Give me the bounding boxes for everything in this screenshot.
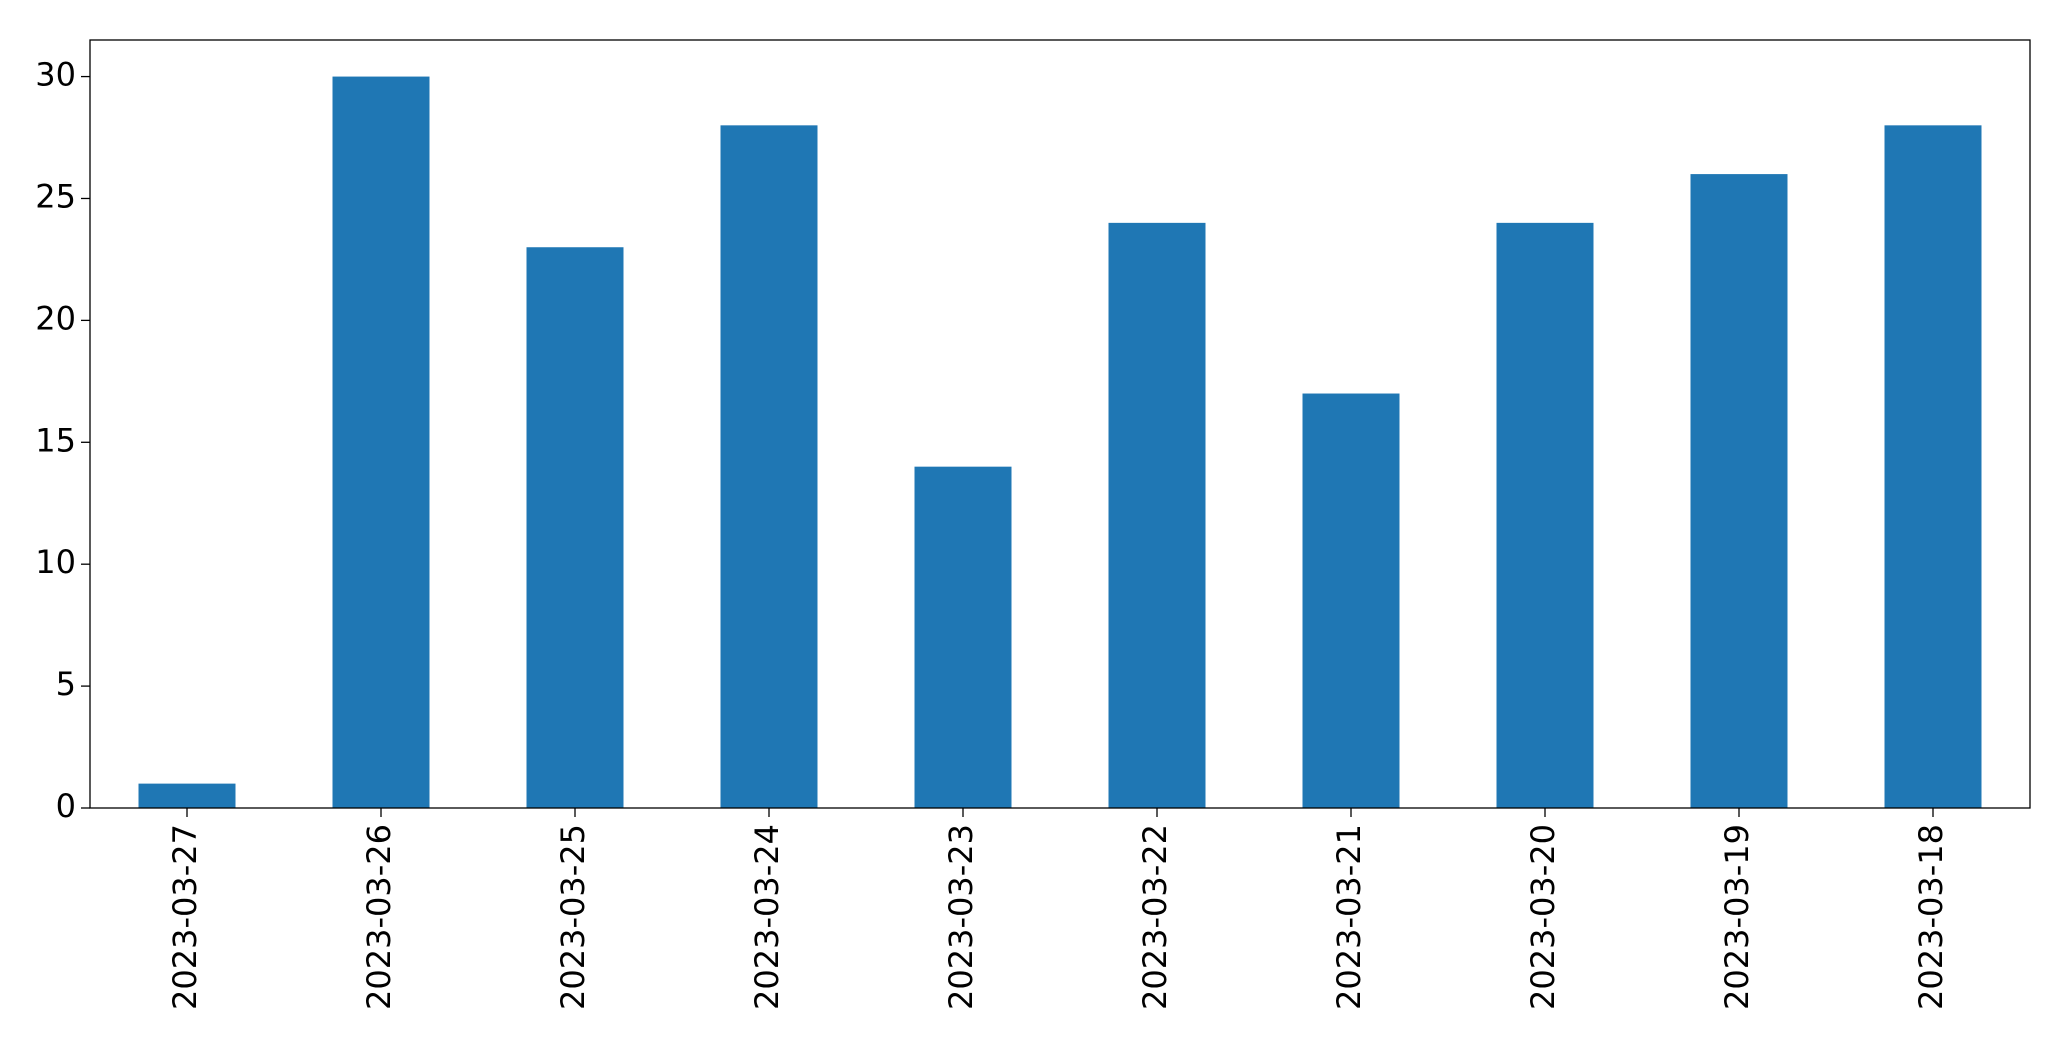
plot-frame [89,39,2031,809]
bar [914,466,1012,808]
y-tick-label: 20 [35,299,76,337]
x-tick-label: 2023-03-18 [1912,824,1950,1010]
x-tick-label: 2023-03-20 [1524,824,1562,1010]
x-tick-label: 2023-03-24 [748,824,786,1010]
bar [138,783,236,808]
x-tick-label: 2023-03-27 [166,824,204,1010]
x-tick-label: 2023-03-23 [942,824,980,1010]
y-tick-label: 5 [56,665,76,703]
bar [1108,222,1206,808]
y-tick-label: 10 [35,543,76,581]
y-tick-label: 25 [35,177,76,215]
y-tick-label: 0 [56,787,76,825]
y-tick-label: 15 [35,421,76,459]
bar [1884,125,1982,809]
x-tick-label: 2023-03-26 [360,824,398,1010]
x-tick-label: 2023-03-25 [554,824,592,1010]
y-tick-label: 30 [35,56,76,94]
bar [332,76,430,809]
bar [720,125,818,809]
bar [1690,174,1788,809]
x-tick-label: 2023-03-21 [1330,824,1368,1010]
bar [526,247,624,808]
x-tick-label: 2023-03-22 [1136,824,1174,1010]
bar [1302,393,1400,808]
bar [1496,222,1594,808]
x-tick-label: 2023-03-19 [1718,824,1756,1010]
